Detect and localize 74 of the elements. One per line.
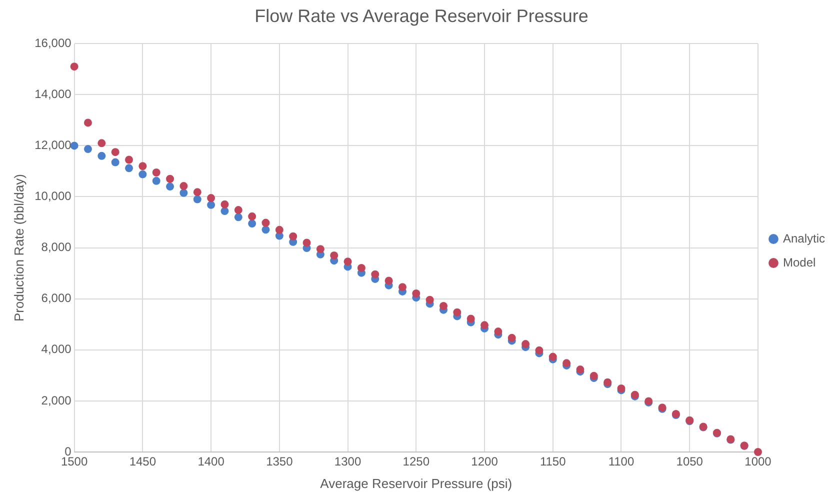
point xyxy=(234,206,242,214)
point xyxy=(220,200,229,208)
x-axis-title: Average Reservoir Pressure (psi) xyxy=(320,476,512,491)
y-tick-label: 12,000 xyxy=(34,138,72,152)
point xyxy=(357,264,366,272)
point xyxy=(220,207,229,216)
point xyxy=(180,182,188,190)
point xyxy=(439,302,448,310)
x-tick-label: 1300 xyxy=(334,454,362,469)
point xyxy=(508,334,516,342)
point xyxy=(754,448,762,456)
point xyxy=(302,238,311,247)
x-tick-label: 1450 xyxy=(129,454,156,469)
y-tick-label: 6,000 xyxy=(41,291,72,306)
y-tick-label: 8,000 xyxy=(41,240,72,254)
point xyxy=(494,328,502,336)
point xyxy=(384,276,393,285)
x-tick-label: 1250 xyxy=(402,454,430,469)
x-tick-label: 1000 xyxy=(744,454,772,469)
point xyxy=(234,213,242,222)
x-tick-label: 1050 xyxy=(676,454,704,469)
x-tick-label: 1150 xyxy=(540,454,566,469)
point xyxy=(98,139,106,148)
point xyxy=(180,188,188,197)
x-tick-label: 1400 xyxy=(198,454,225,469)
point xyxy=(152,168,160,176)
x-tick-label: 1200 xyxy=(471,454,498,469)
y-tick-label: 2,000 xyxy=(41,393,72,408)
point xyxy=(522,340,530,348)
point xyxy=(84,118,92,127)
point xyxy=(98,152,106,160)
point xyxy=(166,174,174,183)
point xyxy=(412,289,420,298)
y-tick-label: 16,000 xyxy=(34,36,72,50)
point xyxy=(330,251,338,260)
y-axis-title: Production Rate (bbl/day) xyxy=(11,174,26,322)
point xyxy=(453,308,462,316)
point xyxy=(480,321,489,330)
legend-label: Analytic xyxy=(782,231,826,246)
legend-label: Model xyxy=(782,255,816,270)
point xyxy=(289,232,298,240)
point xyxy=(398,283,406,292)
y-tick-label: 10,000 xyxy=(34,189,72,204)
chart-title: Flow Rate vs Average Reservoir Pressure xyxy=(254,6,588,26)
point xyxy=(426,296,434,304)
point xyxy=(207,200,216,209)
point xyxy=(548,352,557,361)
y-tick-label: 14,000 xyxy=(34,86,72,101)
point xyxy=(70,62,78,71)
point xyxy=(371,270,380,278)
point xyxy=(207,194,216,202)
x-tick-label: 1350 xyxy=(266,454,294,469)
point xyxy=(535,346,544,354)
point xyxy=(248,220,256,228)
point xyxy=(262,218,270,227)
point xyxy=(125,164,133,172)
point xyxy=(166,182,174,191)
point xyxy=(138,170,147,178)
point xyxy=(193,188,202,196)
point xyxy=(275,226,284,234)
x-tick-label: 1100 xyxy=(608,454,634,469)
point xyxy=(344,258,352,266)
point xyxy=(316,245,324,254)
point xyxy=(84,145,92,154)
point xyxy=(111,148,120,156)
point xyxy=(262,226,270,234)
point xyxy=(125,156,133,164)
point xyxy=(152,176,160,185)
point xyxy=(466,314,475,323)
point xyxy=(193,195,202,204)
y-tick-label: 4,000 xyxy=(41,342,72,356)
point xyxy=(248,212,256,220)
point xyxy=(111,158,120,166)
point xyxy=(138,162,147,170)
